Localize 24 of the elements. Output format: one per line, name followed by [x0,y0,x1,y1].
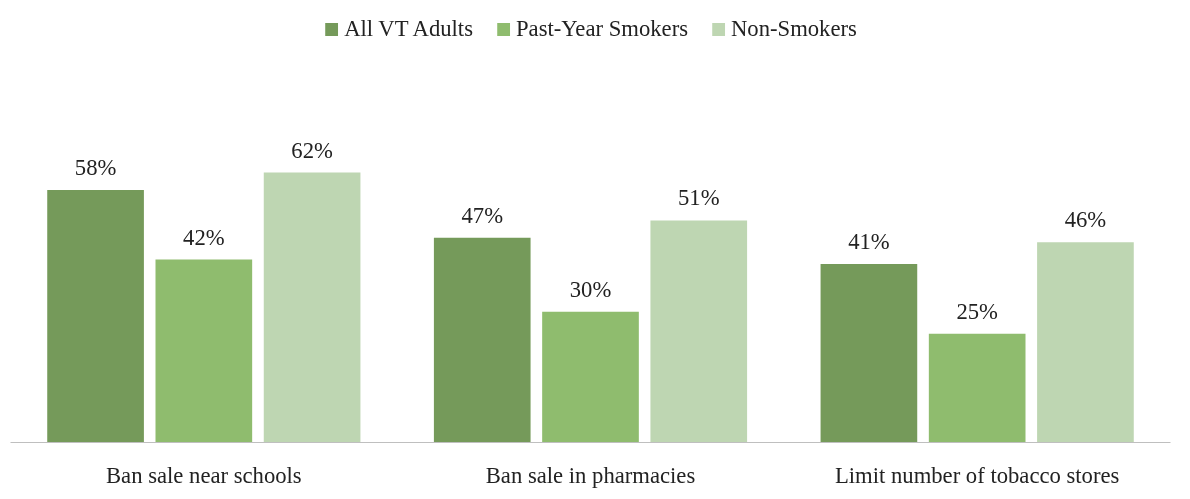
x-tick-label: Ban sale in pharmacies [485,462,696,488]
bar [155,259,253,443]
data-label: 58% [74,154,117,180]
bar [542,311,639,443]
bar [928,333,1026,443]
bar [263,172,361,443]
x-tick-label: Ban sale near schools [106,462,302,488]
bar [650,220,748,443]
legend-label: All VT Adults [344,16,473,42]
data-label: 30% [569,276,612,302]
bar [1037,242,1134,443]
data-label: 51% [678,185,720,211]
x-tick-label: Limit number of tobacco stores [834,462,1120,488]
data-label: 41% [848,228,890,254]
legend-label: Non-Smokers [731,16,857,42]
data-label: 46% [1064,207,1107,233]
data-label: 62% [291,137,333,163]
data-label: 47% [461,202,504,228]
data-label: 25% [956,298,999,324]
data-label: 42% [183,224,225,250]
bar [820,263,918,443]
bar [47,189,144,443]
bar [433,237,531,443]
legend-label: Past-Year Smokers [515,16,688,42]
